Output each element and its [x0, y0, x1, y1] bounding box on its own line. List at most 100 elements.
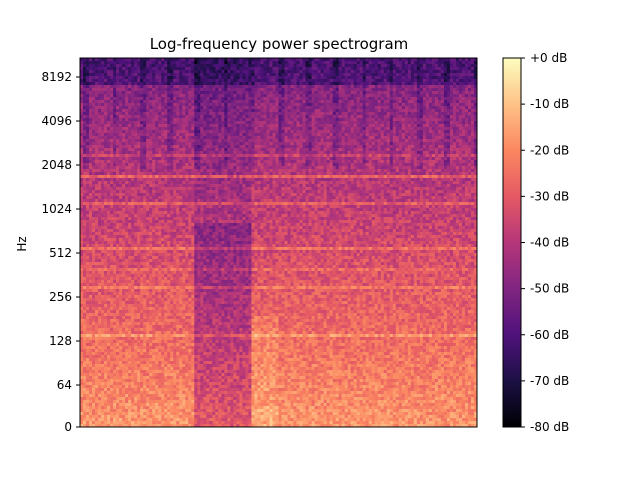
heatmap-cell [399, 160, 402, 163]
heatmap-cell [294, 142, 297, 145]
heatmap-cell [435, 136, 438, 139]
heatmap-cell [113, 88, 116, 91]
heatmap-cell [254, 133, 257, 136]
heatmap-cell [417, 130, 420, 133]
heatmap-cell [327, 124, 330, 127]
heatmap-cell [360, 58, 363, 61]
heatmap-cell [312, 118, 315, 121]
heatmap-cell [468, 106, 471, 109]
heatmap-cell [206, 118, 209, 121]
heatmap-cell [309, 151, 312, 154]
heatmap-cell [465, 121, 468, 124]
heatmap-cell [291, 118, 294, 121]
heatmap-cell [396, 151, 399, 154]
heatmap-cell [405, 160, 408, 163]
heatmap-cell [315, 85, 318, 88]
heatmap-cell [444, 91, 447, 94]
heatmap-cell [83, 112, 86, 115]
heatmap-cell [215, 70, 218, 73]
heatmap-cell [444, 124, 447, 127]
heatmap-cell [336, 64, 339, 67]
heatmap-cell [170, 112, 173, 115]
heatmap-cell [209, 64, 212, 67]
heatmap-cell [260, 151, 263, 154]
heatmap-cell [387, 148, 390, 151]
heatmap-cell [306, 163, 309, 166]
heatmap-cell [417, 76, 420, 79]
heatmap-cell [272, 67, 275, 70]
heatmap-cell [215, 79, 218, 82]
heatmap-cell [257, 145, 260, 148]
heatmap-cell [324, 145, 327, 148]
heatmap-cell [435, 64, 438, 67]
heatmap-cell [435, 67, 438, 70]
heatmap-cell [272, 139, 275, 142]
heatmap-cell [233, 118, 236, 121]
heatmap-cell [143, 58, 146, 61]
heatmap-cell [263, 127, 266, 130]
heatmap-cell [297, 97, 300, 100]
heatmap-cell [471, 82, 474, 85]
heatmap-cell [426, 163, 429, 166]
heatmap-cell [369, 154, 372, 157]
heatmap-cell [468, 166, 471, 169]
heatmap-cell [182, 139, 185, 142]
heatmap-cell [318, 58, 321, 61]
heatmap-cell [239, 97, 242, 100]
heatmap-cell [432, 91, 435, 94]
heatmap-cell [155, 106, 158, 109]
heatmap-cell [393, 100, 396, 103]
heatmap-cell [360, 106, 363, 109]
heatmap-cell [390, 58, 393, 61]
heatmap-cell [191, 112, 194, 115]
heatmap-cell [233, 130, 236, 133]
heatmap-cell [185, 127, 188, 130]
heatmap-cell [194, 115, 197, 118]
heatmap-cell [263, 82, 266, 85]
heatmap-cell [83, 166, 86, 169]
heatmap-cell [288, 85, 291, 88]
heatmap-cell [206, 136, 209, 139]
heatmap-cell [417, 148, 420, 151]
heatmap-cell [306, 64, 309, 67]
heatmap-cell [83, 118, 86, 121]
heatmap-cell [92, 118, 95, 121]
heatmap-cell [125, 148, 128, 151]
heatmap-cell [426, 61, 429, 64]
heatmap-cell [363, 139, 366, 142]
heatmap-cell [315, 166, 318, 169]
heatmap-cell [110, 124, 113, 127]
heatmap-cell [360, 79, 363, 82]
heatmap-cell [188, 127, 191, 130]
heatmap-cell [191, 127, 194, 130]
heatmap-cell [251, 121, 254, 124]
heatmap-cell [465, 103, 468, 106]
heatmap-cell [369, 64, 372, 67]
heatmap-cell [315, 115, 318, 118]
heatmap-cell [128, 157, 131, 160]
heatmap-cell [375, 136, 378, 139]
heatmap-cell [441, 112, 444, 115]
heatmap-cell [161, 133, 164, 136]
heatmap-cell [215, 76, 218, 79]
heatmap-cell [351, 139, 354, 142]
heatmap-cell [89, 124, 92, 127]
heatmap-cell [420, 118, 423, 121]
heatmap-cell [468, 67, 471, 70]
heatmap-cell [251, 127, 254, 130]
heatmap-cell [266, 85, 269, 88]
heatmap-cell [282, 85, 285, 88]
heatmap-cell [402, 160, 405, 163]
heatmap-cell [203, 94, 206, 97]
heatmap-cell [291, 163, 294, 166]
heatmap-cell [300, 145, 303, 148]
heatmap-cell [288, 64, 291, 67]
heatmap-cell [396, 100, 399, 103]
heatmap-cell [116, 127, 119, 130]
heatmap-cell [257, 115, 260, 118]
heatmap-cell [95, 151, 98, 154]
heatmap-cell [149, 166, 152, 169]
heatmap-cell [384, 142, 387, 145]
heatmap-cell [266, 118, 269, 121]
heatmap-cell [104, 100, 107, 103]
